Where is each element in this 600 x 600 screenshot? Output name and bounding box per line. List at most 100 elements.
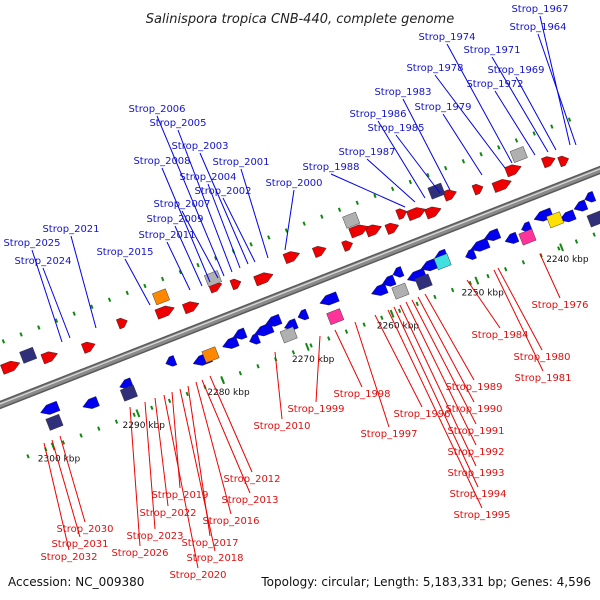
- reverse-gene-label: Strop_2018: [186, 553, 243, 564]
- forward-gene-label: Strop_2009: [146, 214, 203, 225]
- guide-dot: [238, 370, 242, 376]
- guide-dot: [380, 315, 384, 320]
- reverse-label-leader: [129, 406, 141, 547]
- guide-dot: [415, 301, 419, 307]
- forward-label-leader: [166, 241, 191, 291]
- backbone-layer: [0, 165, 600, 410]
- guide-dot: [532, 131, 536, 136]
- reverse-gene-label: Strop_2030: [56, 524, 113, 535]
- forward-gene-label: Strop_1988: [302, 162, 359, 173]
- reverse-gene-label: Strop_1999: [287, 404, 344, 415]
- scale-tick: [389, 309, 395, 318]
- reverse-label-leader: [154, 397, 169, 507]
- guide-dot: [267, 235, 271, 240]
- forward-label-leader: [539, 15, 571, 146]
- reverse-gene-arrow: [504, 164, 522, 178]
- forward-label-leader: [70, 235, 97, 329]
- forward-gene-label: Strop_2000: [265, 178, 322, 189]
- rna-feature-box: [342, 211, 361, 229]
- forward-gene-label: Strop_2002: [194, 186, 251, 197]
- rna-feature-box: [391, 282, 410, 300]
- reverse-gene-arrow: [471, 183, 484, 196]
- reverse-gene-arrow: [229, 278, 242, 291]
- forward-guide-row: [26, 232, 596, 459]
- forward-label-leader: [446, 43, 513, 164]
- accession-text: Accession: NC_009380: [8, 575, 144, 589]
- reverse-gene-arrow: [541, 156, 556, 169]
- backbone-line: [0, 167, 600, 408]
- reverse-gene-arrow: [116, 317, 128, 330]
- scale-tick: [474, 276, 480, 285]
- forward-gene-arrow: [249, 333, 261, 345]
- forward-label-leader: [207, 183, 241, 269]
- reverse-gene-label: Strop_2019: [151, 490, 208, 501]
- guide-dot: [521, 260, 526, 265]
- forward-gene-label: Strop_1979: [414, 102, 471, 113]
- reverse-gene-arrow: [424, 206, 442, 220]
- forward-gene-label: Strop_1964: [509, 22, 566, 33]
- guide-dot: [79, 433, 83, 438]
- guide-dot: [132, 412, 136, 417]
- reverse-gene-label: Strop_1981: [514, 373, 571, 384]
- forward-gene-arrow: [381, 274, 397, 287]
- reverse-label-leader: [374, 314, 423, 408]
- guide-dot: [557, 246, 561, 251]
- reverse-gene-label: Strop_2023: [126, 531, 183, 542]
- forward-label-leader: [174, 225, 203, 287]
- forward-gene-label: Strop_2001: [212, 157, 269, 168]
- guide-dot: [178, 269, 182, 275]
- guide-dot: [408, 179, 412, 185]
- forward-gene-arrow: [573, 199, 589, 212]
- forward-gene-arrow: [483, 228, 502, 241]
- forward-gene-arrow: [371, 283, 389, 296]
- guide-dot: [497, 145, 501, 150]
- scale-tick: [135, 409, 141, 418]
- guide-dot: [504, 267, 508, 272]
- guide-dot: [486, 273, 490, 279]
- forward-gene-label: Strop_1986: [349, 109, 406, 120]
- reverse-label-leader: [417, 296, 475, 403]
- forward-gene-arrow: [254, 322, 275, 337]
- reverse-gene-arrow: [395, 208, 408, 220]
- forward-gene-label: Strop_1969: [487, 65, 544, 76]
- reverse-label-leader: [195, 381, 232, 515]
- reverse-gene-label: Strop_2017: [181, 538, 238, 549]
- guide-dot: [54, 318, 59, 323]
- reverse-label-leader: [497, 267, 543, 351]
- rna-feature-box: [586, 210, 600, 228]
- guide-dot: [167, 398, 172, 404]
- reverse-label-layer: Strop_1976 Strop_1980 Strop_1981 Strop_1984…: [40, 253, 589, 581]
- reverse-label-leader: [393, 306, 479, 488]
- reverse-gene-label: Strop_1976: [531, 300, 588, 311]
- forward-gene-label: Strop_2004: [179, 172, 236, 183]
- guide-dot: [433, 294, 437, 300]
- reverse-gene-label: Strop_2013: [221, 495, 278, 506]
- reverse-label-leader: [334, 329, 363, 388]
- forward-label-leader: [494, 90, 536, 156]
- reverse-gene-arrow: [442, 189, 457, 202]
- forward-label-leader: [491, 56, 549, 153]
- forward-gene-label: Strop_2024: [14, 256, 71, 267]
- forward-gene-label: Strop_2015: [96, 247, 153, 258]
- forward-gene-label: Strop_2025: [3, 238, 60, 249]
- guide-dot: [514, 138, 519, 143]
- reverse-label-leader: [354, 321, 390, 428]
- reverse-gene-arrow: [40, 351, 58, 365]
- reverse-gene-label: Strop_2016: [202, 516, 259, 527]
- forward-label-leader: [402, 98, 451, 191]
- forward-gene-arrow: [584, 191, 597, 203]
- rna-feature-box: [152, 288, 170, 306]
- forward-label-leader: [434, 74, 506, 169]
- reverse-gene-label: Strop_2022: [139, 508, 196, 519]
- reverse-gene-arrow: [0, 360, 21, 375]
- tick-label: 2240 kbp: [546, 255, 589, 265]
- guide-dot: [444, 165, 448, 171]
- backbone-highlight: [0, 168, 600, 405]
- reverse-gene-arrow: [282, 251, 301, 265]
- forward-gene-arrow: [559, 209, 577, 223]
- forward-gene-label: Strop_1987: [338, 147, 395, 158]
- reverse-label-leader: [493, 269, 544, 372]
- guide-dot: [72, 311, 76, 316]
- reverse-label-leader: [399, 304, 477, 467]
